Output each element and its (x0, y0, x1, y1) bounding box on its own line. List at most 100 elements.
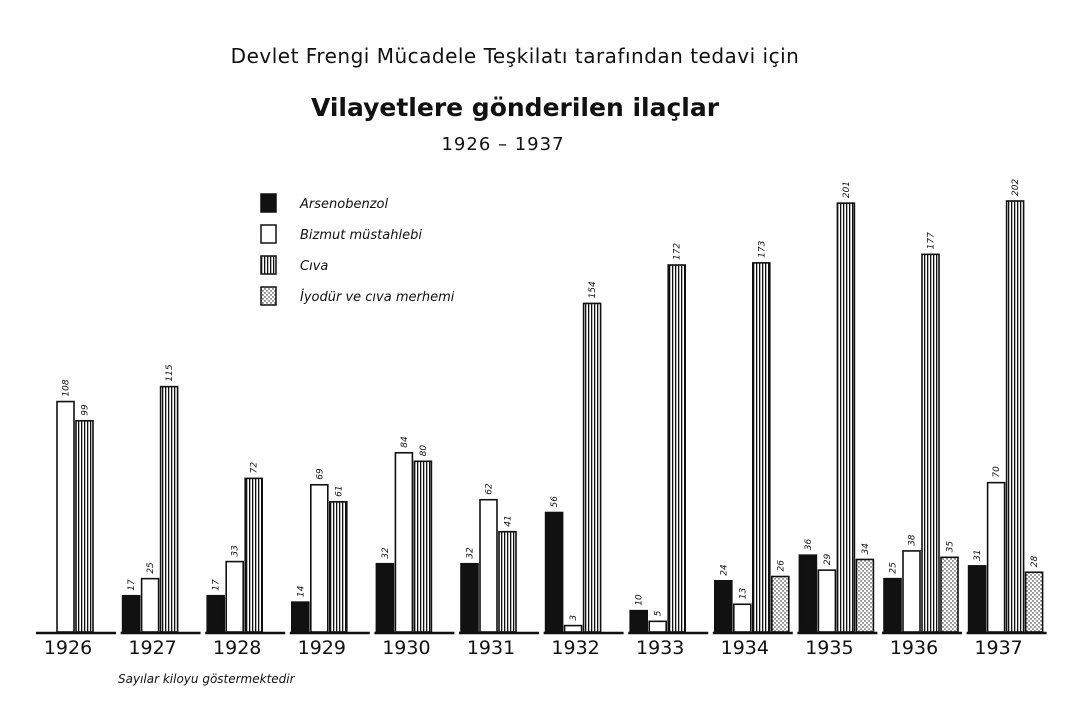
year-label-1937: 1937 (974, 637, 1022, 659)
value-labels-group: 1089917251151733721469613284803262415631… (62, 179, 1041, 621)
value-label-c-va-1930: 80 (419, 445, 429, 457)
bar-arsenobenzol-1927 (121, 594, 141, 633)
legend-swatch-arsenobenzol (260, 193, 277, 213)
value-label-i-yod-r-ve-c-va-merhemi-1934: 26 (776, 560, 786, 572)
value-label-arsenobenzol-1931: 32 (466, 547, 476, 559)
value-label-bizmut-m-stahlebi-1927: 25 (146, 562, 156, 574)
value-label-arsenobenzol-1937: 31 (973, 549, 983, 560)
bar-c-va-1926 (75, 419, 94, 633)
value-label-bizmut-m-stahlebi-1936: 38 (908, 534, 918, 546)
value-label-arsenobenzol-1928: 17 (212, 579, 222, 591)
bar-arsenobenzol-1930 (375, 562, 395, 633)
bar-c-va-1935 (836, 202, 856, 633)
value-label-i-yod-r-ve-c-va-merhemi-1937: 28 (1030, 556, 1040, 568)
year-label-1930: 1930 (382, 637, 430, 659)
value-label-c-va-1928: 72 (250, 462, 260, 474)
value-label-bizmut-m-stahlebi-1937: 70 (992, 466, 1002, 478)
value-label-bizmut-m-stahlebi-1933: 5 (654, 610, 664, 616)
bar-arsenobenzol-1933 (629, 609, 649, 633)
bar-bizmut-m-stahlebi-1936 (902, 550, 921, 633)
footnote: Sayılar kiloyu göstermektedir (118, 672, 295, 686)
chart-title-line-2: Vilayetlere gönderilen ilaçlar (310, 93, 720, 122)
bar-c-va-1930 (413, 460, 433, 633)
bar-bizmut-m-stahlebi-1933 (648, 620, 668, 633)
value-label-bizmut-m-stahlebi-1932: 3 (569, 615, 579, 621)
value-label-arsenobenzol-1927: 17 (127, 579, 137, 591)
year-label-1935: 1935 (805, 637, 853, 659)
value-label-arsenobenzol-1932: 56 (550, 496, 560, 508)
legend-label-c-va: Cıva (300, 259, 328, 274)
value-label-bizmut-m-stahlebi-1929: 69 (315, 468, 325, 480)
bar-arsenobenzol-1937 (967, 565, 987, 633)
year-label-1928: 1928 (213, 637, 261, 659)
chart-title-years: 1926 – 1937 (441, 134, 565, 155)
bar-bizmut-m-stahlebi-1937 (986, 481, 1006, 633)
bar-c-va-1927 (159, 385, 179, 633)
value-label-arsenobenzol-1933: 10 (635, 594, 645, 606)
bar-arsenobenzol-1935 (798, 554, 818, 633)
bar-arsenobenzol-1928 (206, 594, 225, 633)
value-label-i-yod-r-ve-c-va-merhemi-1936: 35 (946, 541, 956, 553)
bar-arsenobenzol-1931 (460, 562, 479, 633)
bar-c-va-1932 (582, 302, 602, 633)
chart-title-line-1: Devlet Frengi Mücadele Teşkilatı tarafın… (230, 44, 800, 68)
value-label-i-yod-r-ve-c-va-merhemi-1935: 34 (861, 543, 871, 555)
chart-legend: Arsenobenzol Bizmut müstahlebi Cıva İyodür … (260, 193, 455, 306)
value-label-bizmut-m-stahlebi-1935: 29 (823, 553, 833, 565)
value-label-arsenobenzol-1934: 24 (719, 564, 729, 576)
bar-bizmut-m-stahlebi-1926 (56, 400, 75, 633)
value-label-c-va-1934: 173 (757, 240, 767, 257)
bar-c-va-1931 (498, 530, 517, 633)
value-label-arsenobenzol-1935: 36 (804, 538, 814, 550)
value-label-c-va-1926: 99 (81, 404, 91, 416)
bar-bizmut-m-stahlebi-1928 (225, 560, 244, 633)
bar-c-va-1929 (328, 501, 348, 633)
value-label-bizmut-m-stahlebi-1931: 62 (485, 483, 495, 495)
bar-c-va-1933 (667, 264, 687, 633)
legend-swatch-bizmut-m-stahlebi (260, 224, 277, 244)
bars-group (56, 200, 1044, 633)
bar-c-va-1934 (751, 262, 771, 633)
value-label-c-va-1935: 201 (842, 181, 852, 198)
bar-i-yod-r-ve-c-va-merhemi-1936 (940, 556, 959, 633)
bar-i-yod-r-ve-c-va-merhemi-1937 (1024, 571, 1044, 633)
year-label-1934: 1934 (721, 637, 769, 659)
year-label-1933: 1933 (636, 637, 684, 659)
year-label-1926: 1926 (44, 637, 92, 659)
value-label-c-va-1932: 154 (588, 281, 598, 298)
bar-c-va-1928 (244, 477, 263, 633)
value-label-bizmut-m-stahlebi-1930: 84 (400, 436, 410, 448)
bar-c-va-1937 (1005, 200, 1025, 633)
value-label-arsenobenzol-1936: 25 (889, 562, 899, 574)
bar-arsenobenzol-1929 (290, 601, 310, 633)
bar-i-yod-r-ve-c-va-merhemi-1934 (770, 575, 790, 633)
year-label-1931: 1931 (467, 637, 515, 659)
year-label-1927: 1927 (128, 637, 176, 659)
legend-swatch-c-va (260, 255, 277, 275)
value-label-c-va-1937: 202 (1011, 179, 1021, 196)
value-label-arsenobenzol-1929: 14 (296, 585, 306, 597)
bar-i-yod-r-ve-c-va-merhemi-1935 (855, 558, 875, 633)
value-label-c-va-1927: 115 (165, 364, 175, 381)
bar-bizmut-m-stahlebi-1929 (309, 483, 329, 633)
bar-bizmut-m-stahlebi-1930 (394, 451, 414, 633)
bar-bizmut-m-stahlebi-1934 (732, 603, 752, 633)
bar-bizmut-m-stahlebi-1935 (817, 569, 837, 633)
value-label-c-va-1936: 177 (927, 232, 937, 249)
bar-c-va-1936 (921, 253, 940, 633)
legend-label-arsenobenzol: Arsenobenzol (299, 197, 388, 212)
legend-label-i-yod-r-ve-c-va-merhemi: İyodür ve cıva merhemi (300, 289, 455, 305)
value-label-c-va-1931: 41 (504, 515, 514, 526)
legend-swatch-i-yod-r-ve-c-va-merhemi (260, 286, 277, 306)
value-label-c-va-1933: 172 (673, 243, 683, 260)
bar-arsenobenzol-1932 (544, 511, 564, 633)
value-label-arsenobenzol-1930: 32 (381, 547, 391, 559)
year-label-1936: 1936 (890, 637, 938, 659)
bar-bizmut-m-stahlebi-1927 (140, 577, 160, 633)
bar-bizmut-m-stahlebi-1932 (563, 624, 583, 633)
value-label-c-va-1929: 61 (334, 485, 344, 496)
year-label-1932: 1932 (551, 637, 599, 659)
bar-arsenobenzol-1936 (883, 577, 902, 633)
